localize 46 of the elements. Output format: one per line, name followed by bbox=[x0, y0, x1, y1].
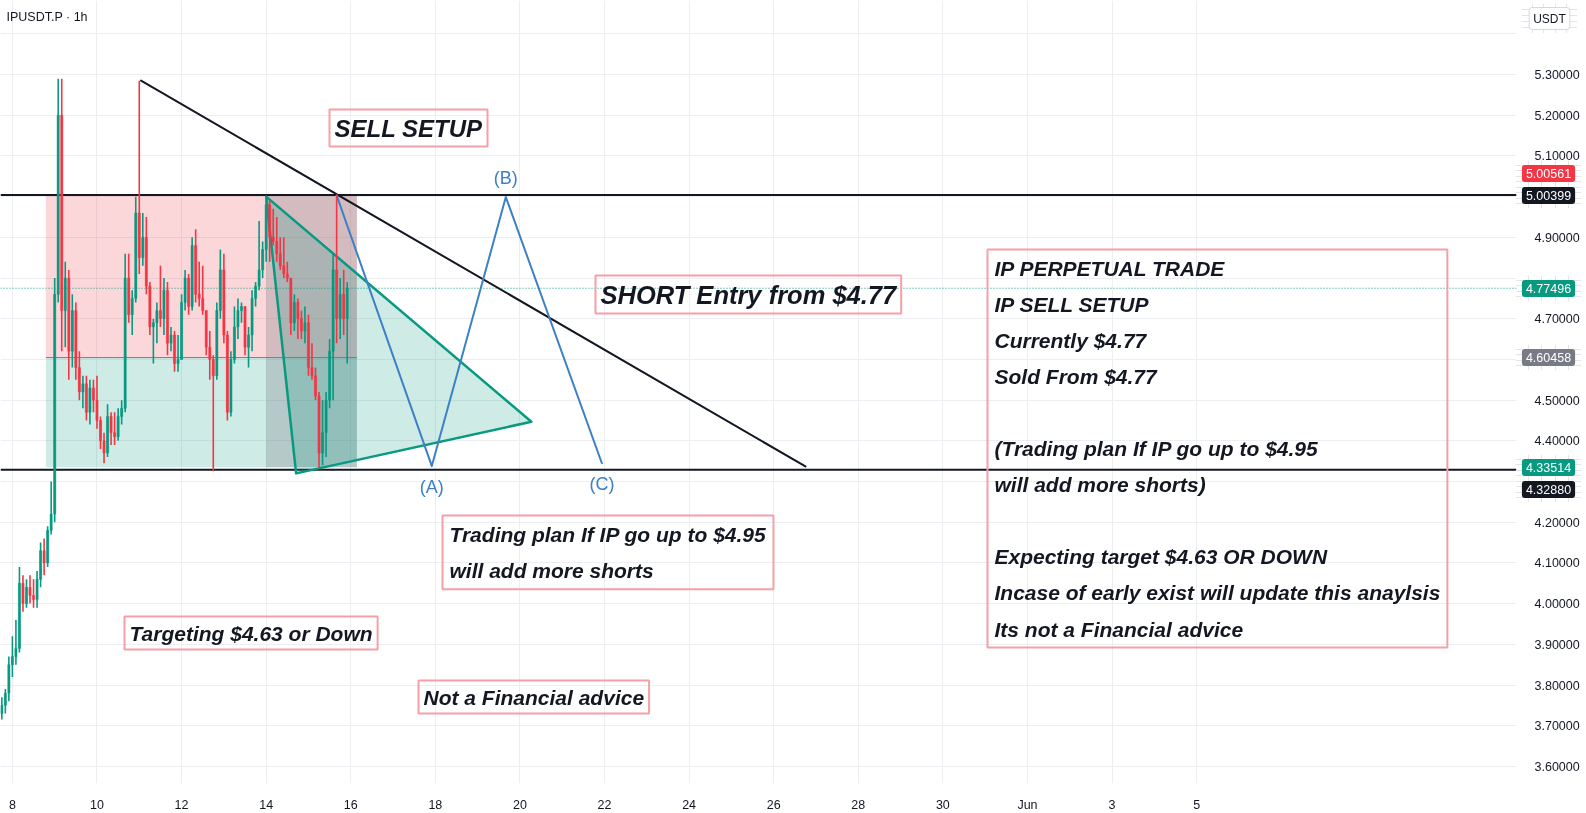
x-tick-label: 16 bbox=[343, 797, 358, 812]
y-tick-label: 3.70000 bbox=[1534, 719, 1580, 734]
y-tick-label: 4.00000 bbox=[1534, 597, 1580, 612]
x-tick-label: 24 bbox=[682, 797, 697, 812]
annotation: Targeting $4.63 or Down bbox=[129, 621, 373, 645]
x-tick-label: 10 bbox=[90, 797, 104, 812]
x-tick-label: 14 bbox=[259, 797, 274, 812]
annotation: Trading plan If IP go up to $4.95 will add more shorts bbox=[449, 522, 767, 583]
x-tick-label: 28 bbox=[851, 797, 866, 812]
x-tick-label: 8 bbox=[8, 797, 16, 812]
annotation: SELL SETUP bbox=[334, 114, 484, 142]
y-tick-label: 3.90000 bbox=[1534, 637, 1580, 652]
y-tick-label: 4.70000 bbox=[1534, 312, 1580, 327]
x-tick-label: 18 bbox=[428, 797, 443, 812]
x-tick-label: Jun bbox=[1017, 797, 1038, 812]
y-tick-label: 4.10000 bbox=[1534, 556, 1580, 571]
y-tick-label: 5.10000 bbox=[1534, 149, 1580, 164]
x-tick-label: 3 bbox=[1108, 797, 1116, 812]
y-tick-label: 4.90000 bbox=[1534, 230, 1580, 245]
y-tick-label: 3.80000 bbox=[1534, 678, 1580, 693]
x-tick-label: 5 bbox=[1193, 797, 1201, 812]
text: 5.00561 bbox=[1525, 167, 1572, 181]
annotation: (B) bbox=[493, 168, 518, 189]
ref-line-label: 5.00399 bbox=[1525, 189, 1572, 203]
annotation: (C) bbox=[589, 474, 615, 495]
x-tick-label: 20 bbox=[512, 797, 527, 812]
annotation: Not a Financial advice bbox=[423, 685, 645, 709]
y-tick-label: 5.30000 bbox=[1534, 68, 1580, 83]
x-tick-label: 12 bbox=[174, 797, 189, 812]
y-tick-label: 4.50000 bbox=[1534, 393, 1580, 408]
x-tick-label: 30 bbox=[935, 797, 950, 812]
text: 4.33514 bbox=[1525, 461, 1572, 475]
x-tick-label: 22 bbox=[597, 797, 612, 812]
text: 4.60458 bbox=[1525, 351, 1572, 365]
x-tick-label: 26 bbox=[766, 797, 781, 812]
y-axis-title: USDT bbox=[1533, 11, 1567, 26]
y-tick-label: 4.20000 bbox=[1534, 515, 1580, 530]
annotation: SHORT Entry from $4.77 bbox=[600, 280, 899, 309]
y-tick-label: 3.60000 bbox=[1534, 759, 1580, 774]
text: IP PERPETUAL TRADE IP SELL SETUP Currently $4.77 Sold From $4.77 (Trading plan If IP go up to $4.95 will add more shorts) Expecting target $4.63 OR DOWN Incase of early exist will update this anaylsis Its not a Financial advice bbox=[994, 256, 1441, 641]
y-tick-label: 4.40000 bbox=[1534, 434, 1580, 449]
ref-line-label: 4.77496 bbox=[1525, 282, 1572, 296]
ref-line-label: 4.32880 bbox=[1525, 483, 1572, 497]
text: IPUSDT.P · 1h bbox=[6, 9, 88, 24]
annotation: (A) bbox=[419, 477, 444, 498]
y-tick-label: 5.20000 bbox=[1534, 108, 1580, 123]
